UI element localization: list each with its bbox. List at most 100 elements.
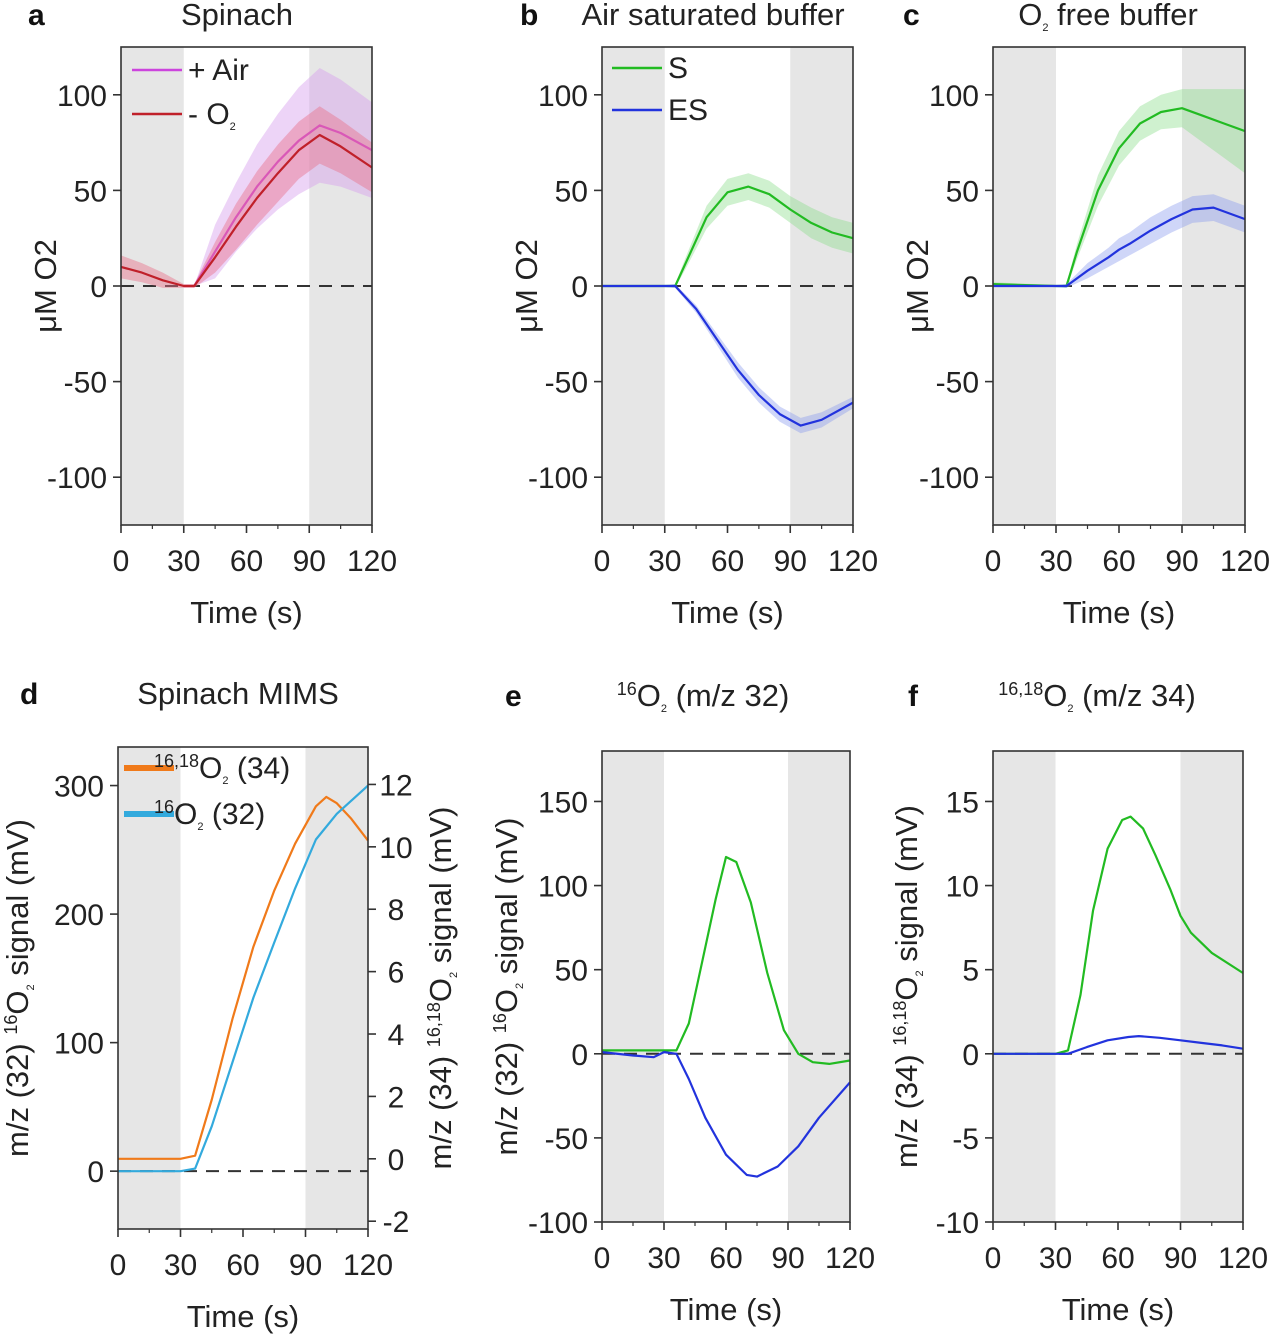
x-tick-label: 90 (293, 545, 326, 578)
y-tick-label: -50 (545, 1123, 588, 1156)
y-tick-label: 0 (87, 1156, 104, 1189)
y-tick-label: 50 (74, 175, 107, 208)
x-tick-label: 120 (343, 1249, 393, 1282)
y-tick-label: 300 (54, 771, 104, 804)
error-band-1 (993, 194, 1245, 288)
y2-tick-label: 12 (379, 769, 412, 802)
series-line-0 (602, 855, 851, 1065)
error-band-0 (183, 68, 372, 286)
x-tick-label: 120 (1220, 545, 1270, 578)
series-line-1 (120, 133, 373, 288)
error-band-1 (602, 284, 853, 434)
y-tick-label: -50 (545, 367, 588, 400)
shaded-region (305, 747, 368, 1229)
y-tick-label: 0 (571, 1039, 588, 1072)
y-tick-label: -100 (528, 462, 588, 495)
chart-title: 16,18O2 (m/z 34) (998, 678, 1196, 715)
y-tick-label: 100 (54, 1028, 104, 1061)
x-tick-label: 60 (226, 1249, 259, 1282)
y-axis-label: μM O2 (28, 239, 63, 333)
x-tick-label: 30 (164, 1249, 197, 1282)
y2-tick-label: 0 (388, 1144, 405, 1177)
x-tick-label: 0 (594, 1242, 611, 1275)
y-tick-label: 100 (929, 80, 979, 113)
x-tick-label: 90 (1164, 1242, 1197, 1275)
series-line-0 (993, 815, 1244, 1055)
y2-tick-label: 10 (379, 832, 412, 865)
y2-tick-label: 2 (388, 1081, 405, 1114)
y-tick-label: 15 (946, 786, 979, 819)
chart-title: O2 free buffer (1018, 0, 1198, 34)
chart-title: Air saturated buffer (581, 0, 844, 32)
x-tick-label: 120 (1218, 1242, 1268, 1275)
x-tick-label: 60 (711, 545, 744, 578)
x-tick-label: 60 (709, 1242, 742, 1275)
y-tick-label: -5 (952, 1123, 979, 1156)
panel-label: c (903, 0, 920, 32)
panel-label: d (20, 678, 38, 711)
y2-tick-label: 6 (388, 957, 405, 990)
panel-c: 0 30 60 90 120 -100 -50 0 50 100 Time (s) μM O2 O2 f… (900, 0, 1270, 630)
x-axis-label: Time (s) (671, 595, 784, 630)
x-axis-label: Time (s) (670, 1292, 783, 1327)
y-tick-label: -100 (528, 1207, 588, 1240)
x-tick-label: 0 (594, 545, 611, 578)
x-tick-label: 0 (985, 545, 1002, 578)
legend-label: + Air (188, 54, 249, 87)
legend-label: 16,18O2 (34) (154, 751, 290, 787)
series-line-1 (993, 206, 1246, 288)
y-tick-label: 5 (962, 955, 979, 988)
shaded-region (1180, 751, 1243, 1222)
y-tick-label: 100 (538, 871, 588, 904)
shaded-region (118, 747, 181, 1229)
x-tick-label: 90 (774, 545, 807, 578)
y-tick-label: 0 (571, 271, 588, 304)
y-tick-label: 200 (54, 899, 104, 932)
x-tick-label: 60 (1101, 1242, 1134, 1275)
y-tick-label: 100 (538, 80, 588, 113)
series-line-1 (601, 1051, 851, 1178)
shaded-region (602, 751, 664, 1222)
x-tick-label: 30 (167, 545, 200, 578)
y-tick-label: 0 (962, 1039, 979, 1072)
chart-title: 16O2 (m/z 32) (617, 678, 790, 715)
y-tick-label: -50 (64, 367, 107, 400)
y-tick-label: 0 (90, 271, 107, 304)
panel-label: f (908, 680, 919, 713)
x-tick-label: 90 (1165, 545, 1198, 578)
y-tick-label: -10 (936, 1207, 979, 1240)
panel-a: 0 30 60 90 120 -100 -50 0 50 100 Time (s) μM O2 Spin… (28, 0, 397, 630)
x-tick-label: 60 (230, 545, 263, 578)
legend-label: ES (668, 94, 708, 127)
y-tick-label: 50 (555, 175, 588, 208)
x-tick-label: 30 (648, 545, 681, 578)
x-axis-label: Time (s) (190, 595, 303, 630)
x-tick-label: 120 (825, 1242, 875, 1275)
y-axis-label: μM O2 (900, 239, 935, 333)
series-line-0 (118, 795, 369, 1160)
error-band-0 (602, 173, 853, 288)
y2-tick-label: 8 (388, 894, 405, 927)
y-tick-label: -100 (47, 462, 107, 495)
error-band-1 (121, 106, 372, 288)
chart-title: Spinach MIMS (137, 676, 339, 711)
y-axis-label: μM O2 (509, 239, 544, 333)
legend-label: 16O2 (32) (154, 797, 265, 833)
y-tick-label: 50 (946, 175, 979, 208)
panel-label: a (28, 0, 45, 32)
x-tick-label: 0 (113, 545, 130, 578)
x-tick-label: 30 (1039, 1242, 1072, 1275)
panel-label: b (520, 0, 538, 32)
x-tick-label: 90 (289, 1249, 322, 1282)
y-axis-label: m/z (32) 16O2 signal (mV) (0, 819, 37, 1157)
panel-e: 0 30 60 90 120 -100 -50 0 50 100 150 Time (s) m/z (3… (489, 678, 875, 1327)
y-tick-label: -50 (936, 367, 979, 400)
x-tick-label: 30 (1039, 545, 1072, 578)
x-tick-label: 120 (347, 545, 397, 578)
error-band-0 (993, 89, 1245, 288)
series-line-1 (602, 284, 854, 427)
y-tick-label: 10 (946, 871, 979, 904)
y2-tick-label: 4 (388, 1019, 405, 1052)
chart-title: Spinach (181, 0, 293, 32)
